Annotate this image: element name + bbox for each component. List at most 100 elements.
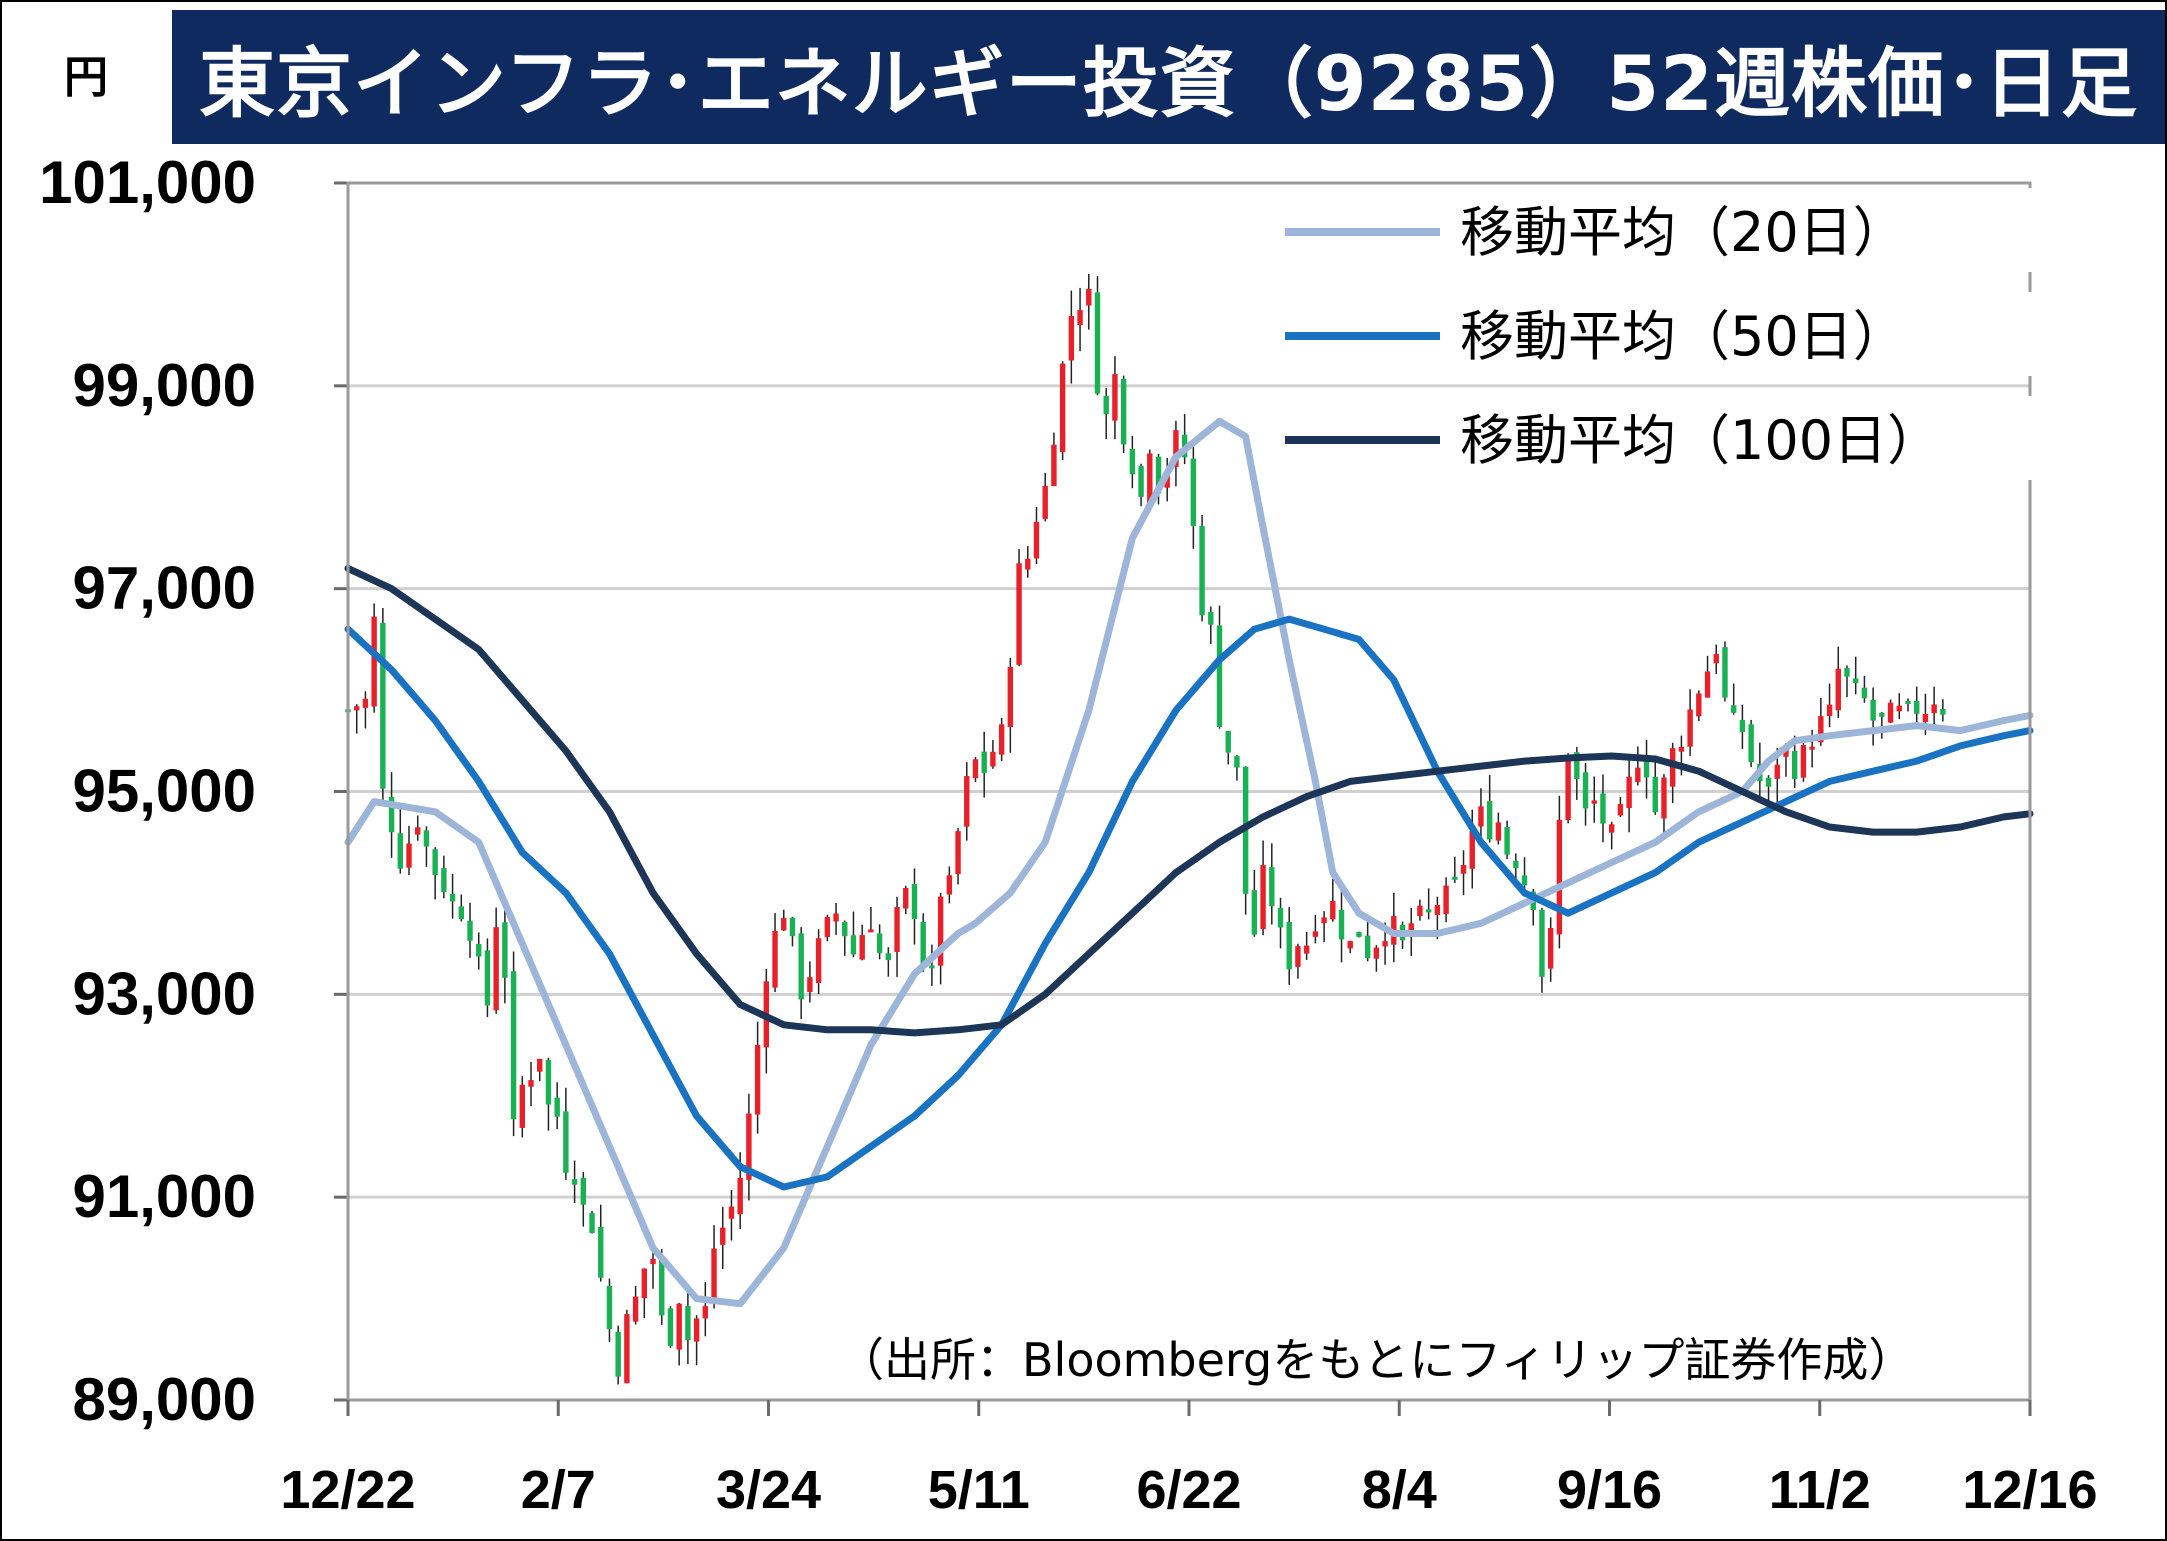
y-tick-label: 89,000: [72, 1366, 256, 1433]
candle-up: [371, 616, 377, 707]
ma50-line: [344, 615, 2034, 1191]
candle-up: [1443, 885, 1449, 914]
candle-up: [1382, 941, 1388, 947]
candle-up: [1556, 819, 1563, 935]
ma100-legend-label: 移動平均（100日）: [1460, 409, 1941, 472]
candle-up: [964, 776, 970, 827]
candle-up: [1922, 713, 1929, 723]
candle-up: [1147, 453, 1153, 504]
ma20-legend-label: 移動平均（20日）: [1460, 201, 1907, 264]
candle-up: [1408, 923, 1414, 936]
candle-up: [1608, 824, 1615, 833]
x-tick-label: 12/22: [280, 1460, 415, 1520]
candle-up: [1696, 693, 1702, 717]
candle-up: [528, 1080, 534, 1087]
title-bar: 東京インフラ･エネルギー投資（9285）52週株価･日足: [172, 10, 2165, 144]
candle-up: [711, 1248, 717, 1298]
candle-down: [510, 971, 517, 1120]
candle-down: [876, 933, 883, 954]
candle-up: [1417, 905, 1423, 917]
candle-up: [1835, 668, 1841, 711]
ma100-line: [344, 564, 2034, 1037]
candle-down: [1513, 860, 1519, 869]
axes: 101,000 99,000 97,000 95,000 93,000 91,000 89,…: [39, 149, 2097, 1520]
candle-down: [467, 920, 473, 941]
ma50-legend-label: 移動平均（50日）: [1460, 305, 1907, 368]
candle-down: [1364, 935, 1371, 959]
candle-up: [1635, 767, 1641, 782]
candle-up: [1713, 653, 1719, 664]
candle-down: [502, 922, 508, 978]
candle-up: [406, 843, 412, 868]
candle-up: [1173, 430, 1179, 467]
candle-up: [1303, 945, 1310, 954]
candle-up: [1678, 746, 1685, 752]
candle-up: [1347, 941, 1353, 949]
candle-down: [1199, 526, 1205, 616]
y-unit-label: 円: [2, 2, 170, 144]
candle-down: [1486, 801, 1493, 840]
candle-down: [380, 622, 386, 789]
candle-down: [885, 953, 892, 961]
candle-down: [1574, 752, 1580, 780]
candle-down: [1338, 909, 1345, 940]
candle-up: [1591, 800, 1597, 804]
candle-down: [1225, 730, 1231, 753]
x-tick-label: 2/7: [521, 1460, 596, 1520]
candle-up: [1007, 666, 1014, 728]
candle-up: [1330, 900, 1336, 920]
candle-down: [1504, 826, 1510, 855]
y-tick-label: 97,000: [72, 555, 256, 622]
candle-up: [1818, 716, 1824, 743]
candle-up: [1260, 865, 1266, 930]
candle-up: [859, 935, 865, 960]
moving-average-lines: [344, 417, 2034, 1308]
candle-down: [476, 944, 482, 957]
candle-down: [1748, 724, 1754, 763]
candle-down: [1216, 625, 1223, 727]
candle-up: [1025, 558, 1031, 570]
candle-down: [458, 906, 464, 920]
candle-down: [1870, 699, 1876, 721]
candle-up: [1033, 521, 1040, 559]
candle-down: [545, 1060, 552, 1105]
candle-down: [659, 1256, 665, 1316]
candle-up: [1783, 748, 1789, 757]
candle-down: [911, 883, 918, 920]
candle-up: [1617, 804, 1624, 816]
candle-up: [824, 916, 831, 938]
candle-up: [946, 875, 953, 895]
candle-up: [772, 930, 778, 988]
candle-down: [1600, 793, 1606, 824]
candle-down: [1879, 712, 1885, 717]
candle-up: [737, 1177, 743, 1215]
candle-up: [1469, 831, 1475, 869]
chart-title: 東京インフラ･エネルギー投資（9285）52週株価･日足: [198, 39, 2138, 128]
candle-down: [1905, 700, 1911, 704]
candle-up: [990, 751, 996, 767]
candle-up: [1565, 755, 1571, 821]
candle-up: [1016, 563, 1022, 665]
candle-up: [1077, 310, 1083, 326]
candle-down: [554, 1097, 560, 1117]
x-tick-label: 12/16: [1962, 1460, 2097, 1520]
candle-up: [537, 1058, 543, 1072]
candle-down: [1739, 719, 1746, 732]
candle-down: [1643, 761, 1650, 778]
candle-up: [1086, 288, 1092, 306]
ma20-line: [344, 417, 2034, 1308]
candle-up: [1495, 822, 1502, 841]
candle-up: [1112, 374, 1118, 421]
candle-up: [1896, 705, 1902, 712]
candle-down: [1425, 909, 1432, 913]
candle-down: [1452, 876, 1458, 880]
candle-down: [606, 1285, 613, 1330]
candle-up: [1434, 904, 1441, 915]
candle-up: [1059, 363, 1066, 452]
candle-down: [571, 1179, 578, 1185]
candle-up: [1661, 777, 1667, 819]
candle-down: [388, 796, 395, 833]
candle-down: [397, 833, 403, 869]
candle-down: [981, 751, 987, 774]
candle-down: [1120, 378, 1127, 445]
